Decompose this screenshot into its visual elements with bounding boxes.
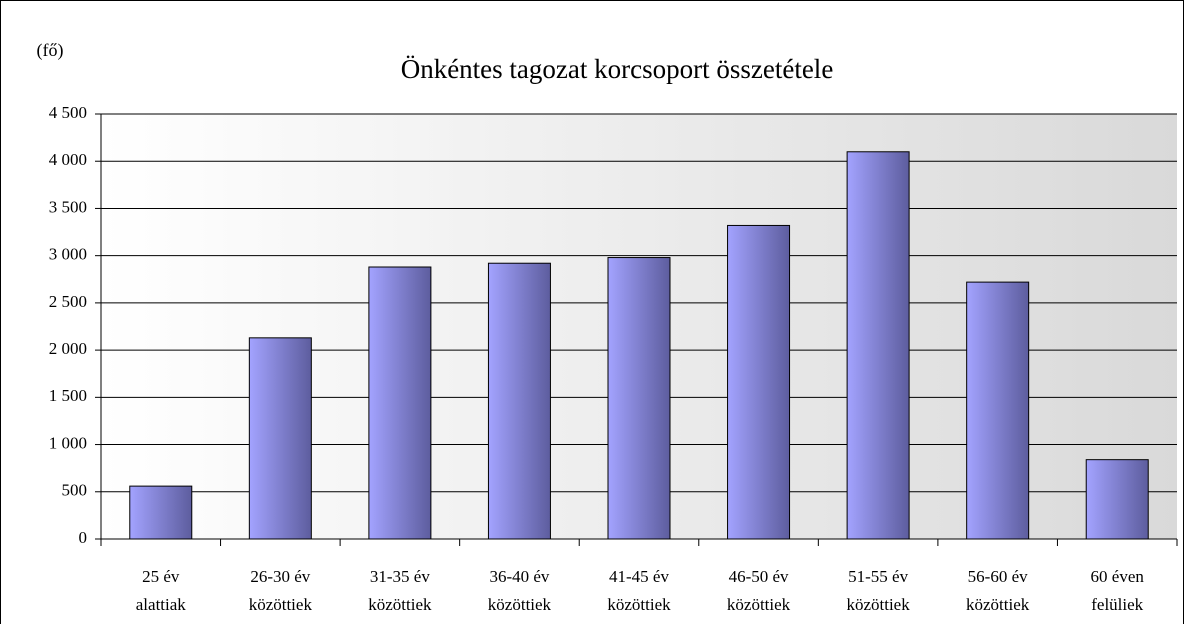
x-tick-label: 36-40 év közöttiek (487, 567, 552, 614)
y-tick-label: 2 000 (49, 339, 87, 358)
bar (727, 224, 791, 540)
bar (1085, 459, 1149, 540)
y-tick-label: 500 (62, 481, 88, 500)
x-tick-label: 60 éven felüliek (1090, 567, 1144, 614)
y-tick-label: 0 (79, 528, 88, 547)
x-tick-label: 41-45 év közöttiek (607, 567, 671, 614)
bar (607, 257, 671, 540)
x-tick-label: 51-55 év közöttiek (846, 567, 910, 614)
x-tick-label: 46-50 év közöttiek (726, 567, 791, 614)
y-axis-label: (fő) (37, 40, 64, 61)
bar (487, 262, 551, 540)
y-tick-label: 4 500 (49, 103, 87, 122)
chart-title: Önkéntes tagozat korcsoport összetétele (401, 54, 834, 84)
y-tick-label: 4 000 (49, 150, 87, 169)
x-tick-label: 25 év alattiak (135, 567, 186, 614)
y-tick-label: 2 500 (49, 292, 87, 311)
y-tick-label: 1 000 (49, 433, 87, 452)
y-tick-label: 1 500 (49, 386, 87, 405)
y-tick-label: 3 000 (49, 245, 87, 264)
bar (248, 337, 312, 540)
x-tick-label: 26-30 év közöttiek (248, 567, 312, 614)
bar (129, 485, 193, 540)
bar (368, 266, 432, 540)
y-tick-label: 3 500 (49, 197, 87, 216)
x-tick-label: 56-60 év közöttiek (966, 567, 1030, 614)
bar (966, 281, 1030, 540)
bar (846, 151, 910, 540)
x-tick-label: 31-35 év közöttiek (368, 567, 432, 614)
